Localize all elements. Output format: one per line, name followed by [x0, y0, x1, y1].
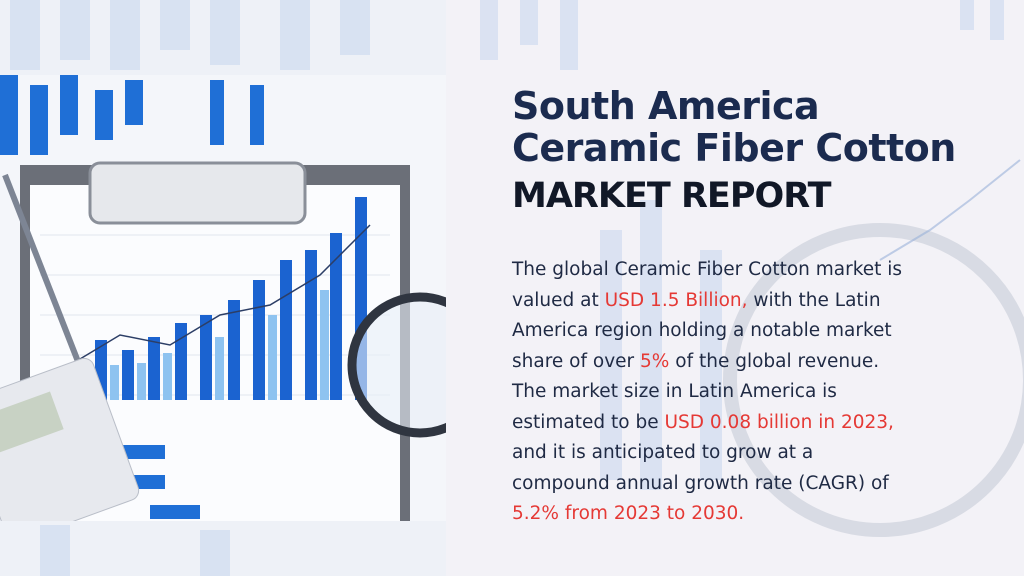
text: The global Ceramic Fiber Cotton market i… — [512, 259, 903, 280]
text: estimated to be — [512, 411, 665, 433]
chart-photo — [0, 75, 446, 521]
text-line: estimated to be USD 0.08 billion in 2023… — [512, 408, 902, 439]
text-line: and it is anticipated to grow at a — [512, 438, 902, 469]
text-line: The market size in Latin America is — [512, 377, 902, 408]
text-line: America region holding a notable market — [512, 316, 902, 347]
text-line: The global Ceramic Fiber Cotton market i… — [512, 255, 902, 286]
title: Ceramic Fiber Cotton — [512, 126, 956, 170]
text: The market size in Latin America is — [512, 381, 837, 402]
text: with the Latin — [747, 289, 881, 311]
text: of the global revenue. — [669, 350, 880, 372]
highlight-text: 5.2% from 2023 to 2030. — [512, 503, 745, 524]
text: share of over — [512, 350, 641, 372]
text: and it is anticipated to grow at a — [512, 442, 814, 463]
highlight-text: USD 0.08 billion in 2023, — [664, 411, 894, 433]
text: valued at — [512, 289, 605, 311]
text: compound annual growth rate (CAGR) of — [512, 472, 889, 494]
title: South America — [512, 84, 820, 128]
text-line: valued at USD 1.5 Billion, with the Lati… — [512, 286, 902, 317]
description: The global Ceramic Fiber Cotton market i… — [512, 255, 902, 530]
text: America region holding a notable market — [512, 320, 892, 341]
text-line: compound annual growth rate (CAGR) of — [512, 469, 902, 500]
highlight-text: USD 1.5 Billion, — [604, 289, 748, 311]
text-line: share of over 5% of the global revenue. — [512, 347, 902, 378]
text-line: 5.2% from 2023 to 2030. — [512, 499, 902, 530]
highlight-text: 5% — [640, 350, 670, 372]
subtitle: MARKET REPORT — [512, 176, 831, 216]
